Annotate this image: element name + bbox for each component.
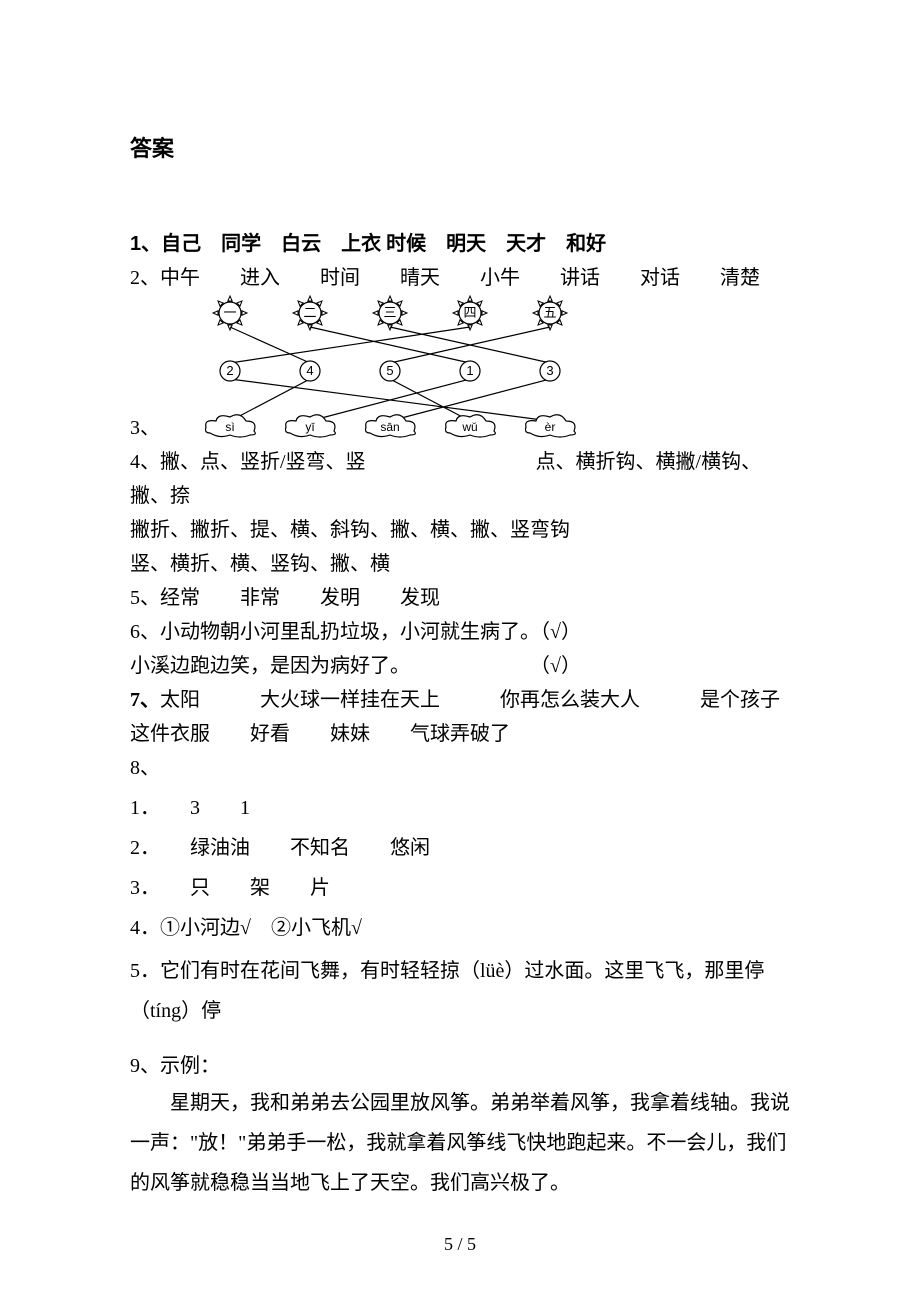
q6-line2: 小溪边跑边笑，是因为病好了。（√）: [130, 649, 795, 683]
q1-num: 1、: [130, 233, 161, 255]
q7-line2: 这件衣服 好看 妹妹 气球弄破了: [130, 717, 795, 751]
svg-text:wǔ: wǔ: [461, 420, 477, 434]
q6-line1: 6、小动物朝小河里乱扔垃圾，小河就生病了。（√）: [130, 615, 795, 649]
document-page: 答案 1、自己 同学 白云 上衣 时候 明天 天才 和好 2、中午 进入 时间 …: [0, 0, 920, 1302]
q8-item-1: 1． 3 1: [130, 791, 795, 825]
q5-line: 5、经常 非常 发明 发现: [130, 581, 795, 615]
q4-line3: 竖、横折、横、竖钩、撇、横: [130, 547, 795, 581]
svg-text:4: 4: [306, 363, 313, 378]
q8-item-4: 4．①小河边√ ②小飞机√: [130, 911, 795, 945]
q8-item-2: 2． 绿油油 不知名 悠闲: [130, 831, 795, 865]
q4-line1: 4、撇、点、竖折/竖弯、竖点、横折钩、横撇/横钩、撇、捺: [130, 445, 795, 513]
svg-text:sān: sān: [380, 420, 399, 434]
page-footer: 5 / 5: [0, 1229, 920, 1260]
svg-text:3: 3: [546, 363, 553, 378]
q8-item-3: 3． 只 架 片: [130, 871, 795, 905]
svg-text:2: 2: [226, 363, 233, 378]
q2-line: 2、中午 进入 时间 晴天 小牛 讲话 对话 清楚: [130, 261, 795, 295]
q7-num: 7、: [130, 689, 160, 711]
q9-num: 9、示例：: [130, 1049, 795, 1083]
q2-num: 2、: [130, 267, 160, 289]
q7-line1: 7、太阳 大火球一样挂在天上 你再怎么装大人 是个孩子: [130, 683, 795, 717]
matching-diagram: 一 二 三 四 五 2 4 5 1 3 sì yī sān wǔ èr: [180, 295, 600, 445]
svg-text:一: 一: [223, 305, 236, 320]
answers-title: 答案: [130, 130, 795, 167]
svg-text:三: 三: [383, 305, 396, 320]
svg-text:五: 五: [543, 305, 556, 320]
svg-text:5: 5: [386, 363, 393, 378]
q8-num: 8、: [130, 751, 795, 785]
svg-text:sì: sì: [225, 420, 234, 434]
svg-text:èr: èr: [545, 420, 556, 434]
q1-line: 1、自己 同学 白云 上衣 时候 明天 天才 和好: [130, 227, 795, 261]
q3-block: 3、 一 二 三 四 五 2 4 5 1 3 sì yī sān wǔ èr: [130, 295, 795, 445]
svg-text:1: 1: [466, 363, 473, 378]
q5-num: 5、: [130, 587, 160, 609]
svg-text:yī: yī: [305, 420, 315, 434]
q8-item-5: 5．它们有时在花间飞舞，有时轻轻掠（lüè）过水面。这里飞飞，那里停（tíng）…: [130, 951, 795, 1031]
q4-num: 4、: [130, 451, 160, 473]
svg-text:四: 四: [463, 305, 476, 320]
q4-line2: 撇折、撇折、提、横、斜钩、撇、横、撇、竖弯钩: [130, 513, 795, 547]
q3-num: 3、: [130, 411, 180, 445]
svg-text:二: 二: [303, 305, 316, 320]
q9-para: 星期天，我和弟弟去公园里放风筝。弟弟举着风筝，我拿着线轴。我说一声："放！"弟弟…: [130, 1083, 795, 1203]
q6-num: 6、: [130, 621, 160, 643]
